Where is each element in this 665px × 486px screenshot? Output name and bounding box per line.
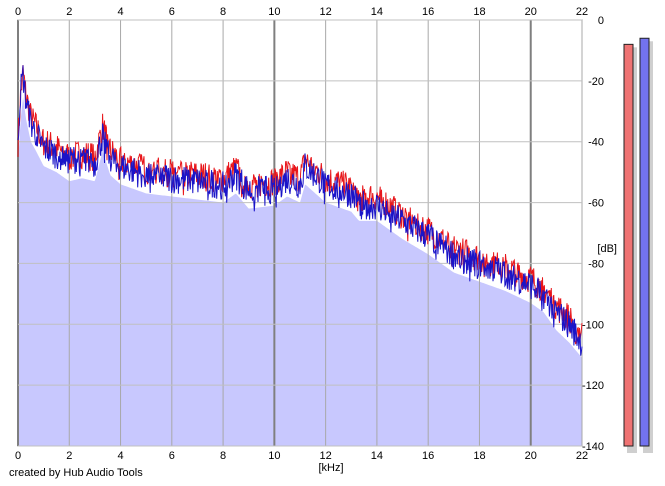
x-tick-label: 20 (525, 450, 537, 462)
x-tick-label-top: 2 (66, 6, 72, 18)
x-tick-label-top: 10 (268, 6, 280, 18)
y-tick-label: -20 (588, 76, 604, 88)
level-meter-0 (623, 43, 634, 447)
y-tick-label: -40 (588, 137, 604, 149)
spectrum-fill (18, 96, 582, 446)
x-axis-label: [kHz] (318, 462, 343, 474)
y-tick-label: -100 (582, 319, 604, 331)
x-tick-label: 18 (473, 450, 485, 462)
spectrum-trace-1 (17, 65, 583, 356)
level-meter-1 (639, 37, 650, 447)
y-tick-label: -140 (582, 441, 604, 453)
x-tick-label-top: 20 (525, 6, 537, 18)
credit-text: created by Hub Audio Tools (9, 467, 143, 479)
x-tick-label: 8 (220, 450, 226, 462)
x-tick-label: 22 (576, 450, 588, 462)
x-tick-label-top: 16 (422, 6, 434, 18)
y-axis-label: [dB] (597, 243, 617, 255)
x-tick-label-top: 6 (169, 6, 175, 18)
x-tick-label: 12 (320, 450, 332, 462)
y-tick-label: -60 (588, 198, 604, 210)
x-tick-label: 10 (268, 450, 280, 462)
x-tick-label: 4 (117, 450, 123, 462)
x-tick-label-top: 18 (473, 6, 485, 18)
x-tick-label: 14 (371, 450, 383, 462)
x-tick-label-top: 4 (117, 6, 123, 18)
y-tick-label: 0 (598, 15, 604, 27)
x-tick-label-top: 12 (320, 6, 332, 18)
x-tick-label: 0 (15, 450, 21, 462)
x-tick-label-top: 0 (15, 6, 21, 18)
x-tick-label-top: 8 (220, 6, 226, 18)
x-tick-label: 2 (66, 450, 72, 462)
x-tick-label: 6 (169, 450, 175, 462)
x-tick-label: 16 (422, 450, 434, 462)
x-tick-label-top: 22 (576, 6, 588, 18)
y-tick-label: -120 (582, 380, 604, 392)
x-tick-label-top: 14 (371, 6, 383, 18)
y-tick-label: -80 (588, 258, 604, 270)
